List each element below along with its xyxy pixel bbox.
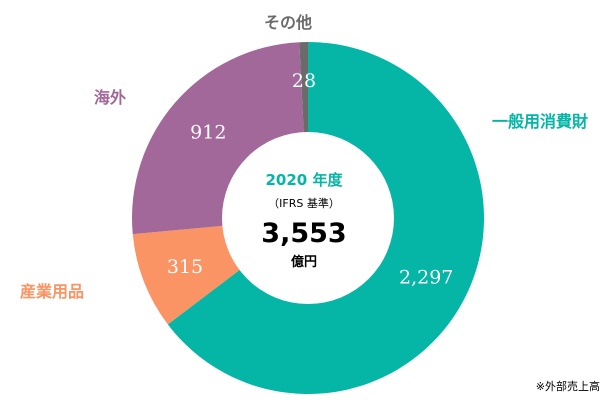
segment-value-label-3: 912 xyxy=(190,122,226,144)
segment-value-label-2: 315 xyxy=(167,256,203,278)
center-total-value: 3,553 xyxy=(261,218,346,249)
category-label-1: 一般用消費財 xyxy=(492,112,588,131)
center-unit-label: 億円 xyxy=(291,254,317,270)
donut-center-hole xyxy=(222,132,394,304)
segment-value-label-4: 28 xyxy=(292,70,316,92)
center-basis-label: （IFRS 基準） xyxy=(268,196,340,210)
category-label-2: 産業用品 xyxy=(20,282,84,301)
footnote: ※外部売上高 xyxy=(536,379,600,393)
category-label-3: 海外 xyxy=(94,88,126,107)
category-label-4: その他 xyxy=(264,13,312,32)
center-year-label: 2020 年度 xyxy=(266,171,344,189)
segment-value-label-1: 2,297 xyxy=(399,267,453,289)
segment-value-labels: 2,297 315 912 28 xyxy=(167,70,454,289)
